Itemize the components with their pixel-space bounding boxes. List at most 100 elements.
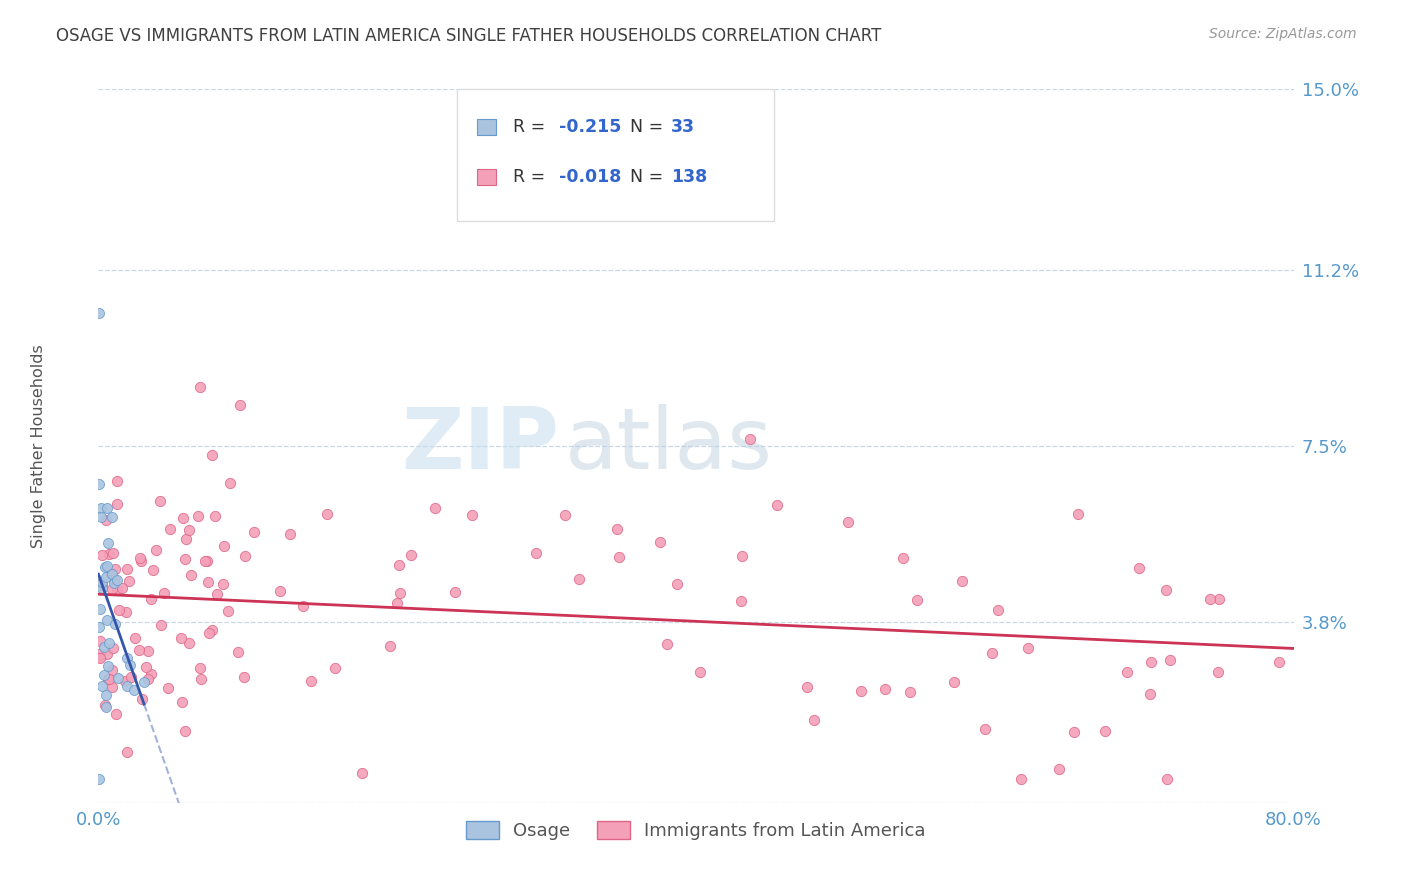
Point bbox=[187, 508, 209, 523]
Text: 138: 138 bbox=[671, 168, 707, 186]
Point bbox=[1094, 723, 1116, 738]
Point bbox=[388, 558, 411, 572]
Text: N =: N = bbox=[630, 168, 669, 186]
Point bbox=[898, 685, 921, 699]
Point bbox=[766, 498, 789, 512]
Point bbox=[111, 581, 134, 595]
Point bbox=[115, 679, 138, 693]
Point bbox=[118, 574, 141, 589]
Point bbox=[103, 572, 125, 586]
Point bbox=[444, 585, 467, 599]
Point bbox=[650, 535, 672, 549]
Point bbox=[121, 670, 143, 684]
Point bbox=[837, 515, 859, 529]
Point bbox=[981, 646, 1004, 660]
Point bbox=[98, 635, 121, 649]
Point bbox=[177, 523, 200, 537]
Point bbox=[94, 570, 117, 584]
Text: 33: 33 bbox=[671, 118, 695, 136]
Point bbox=[135, 660, 157, 674]
Point bbox=[87, 477, 110, 491]
Point bbox=[606, 522, 628, 536]
Point bbox=[905, 592, 928, 607]
Point bbox=[796, 680, 818, 694]
Point bbox=[352, 765, 374, 780]
Point bbox=[145, 543, 167, 558]
Point bbox=[1128, 561, 1150, 575]
FancyBboxPatch shape bbox=[457, 89, 773, 221]
Point bbox=[974, 723, 997, 737]
Point bbox=[149, 493, 172, 508]
Point bbox=[1159, 653, 1181, 667]
Point bbox=[201, 623, 224, 637]
Point bbox=[323, 661, 346, 675]
Point bbox=[299, 674, 322, 689]
Point bbox=[1208, 592, 1230, 607]
Point bbox=[157, 681, 180, 695]
Point bbox=[104, 616, 127, 631]
Point bbox=[233, 549, 256, 563]
Point bbox=[90, 577, 112, 591]
Point bbox=[153, 585, 176, 599]
Point bbox=[1063, 725, 1085, 739]
Point bbox=[891, 551, 914, 566]
Point bbox=[136, 644, 159, 658]
Point bbox=[105, 497, 128, 511]
Legend: Osage, Immigrants from Latin America: Osage, Immigrants from Latin America bbox=[458, 814, 934, 847]
Point bbox=[89, 601, 111, 615]
Point bbox=[115, 745, 138, 759]
Point bbox=[170, 631, 193, 645]
Point bbox=[730, 594, 752, 608]
Point bbox=[90, 548, 112, 562]
Point bbox=[94, 512, 117, 526]
Text: R =: R = bbox=[513, 118, 551, 136]
Point bbox=[461, 508, 484, 522]
Point bbox=[97, 547, 120, 561]
Point bbox=[190, 672, 212, 686]
Point bbox=[1139, 687, 1161, 701]
Point bbox=[194, 554, 217, 568]
Point bbox=[316, 507, 339, 521]
Point bbox=[104, 706, 127, 721]
Point bbox=[172, 511, 194, 525]
Point bbox=[107, 671, 129, 685]
Point bbox=[278, 527, 301, 541]
Point bbox=[1156, 772, 1178, 786]
Point bbox=[655, 637, 678, 651]
Point bbox=[120, 657, 142, 672]
Point bbox=[97, 659, 120, 673]
Point bbox=[291, 599, 314, 614]
Text: Source: ZipAtlas.com: Source: ZipAtlas.com bbox=[1209, 27, 1357, 41]
Point bbox=[93, 668, 115, 682]
Point bbox=[190, 661, 212, 675]
Point bbox=[423, 500, 446, 515]
Text: atlas: atlas bbox=[565, 404, 772, 488]
Point bbox=[100, 566, 122, 581]
Point bbox=[1047, 762, 1070, 776]
Point bbox=[142, 563, 165, 577]
Point bbox=[128, 643, 150, 657]
Point bbox=[105, 573, 128, 587]
Point bbox=[89, 772, 111, 786]
Point bbox=[173, 724, 195, 739]
Point bbox=[666, 577, 689, 591]
Point bbox=[849, 684, 872, 698]
Point bbox=[97, 672, 120, 686]
Point bbox=[90, 510, 112, 524]
Point bbox=[93, 640, 115, 654]
Point bbox=[141, 666, 163, 681]
Point bbox=[101, 640, 124, 655]
Point bbox=[101, 680, 124, 694]
Point bbox=[388, 586, 411, 600]
Point bbox=[97, 672, 120, 686]
Point bbox=[122, 682, 145, 697]
Point bbox=[1010, 772, 1032, 786]
Point bbox=[190, 380, 212, 394]
Point bbox=[201, 448, 224, 462]
Point bbox=[101, 509, 124, 524]
Point bbox=[94, 698, 117, 712]
Point bbox=[129, 550, 152, 565]
Point bbox=[139, 591, 162, 606]
Point bbox=[1267, 655, 1289, 669]
Point bbox=[1206, 665, 1229, 679]
